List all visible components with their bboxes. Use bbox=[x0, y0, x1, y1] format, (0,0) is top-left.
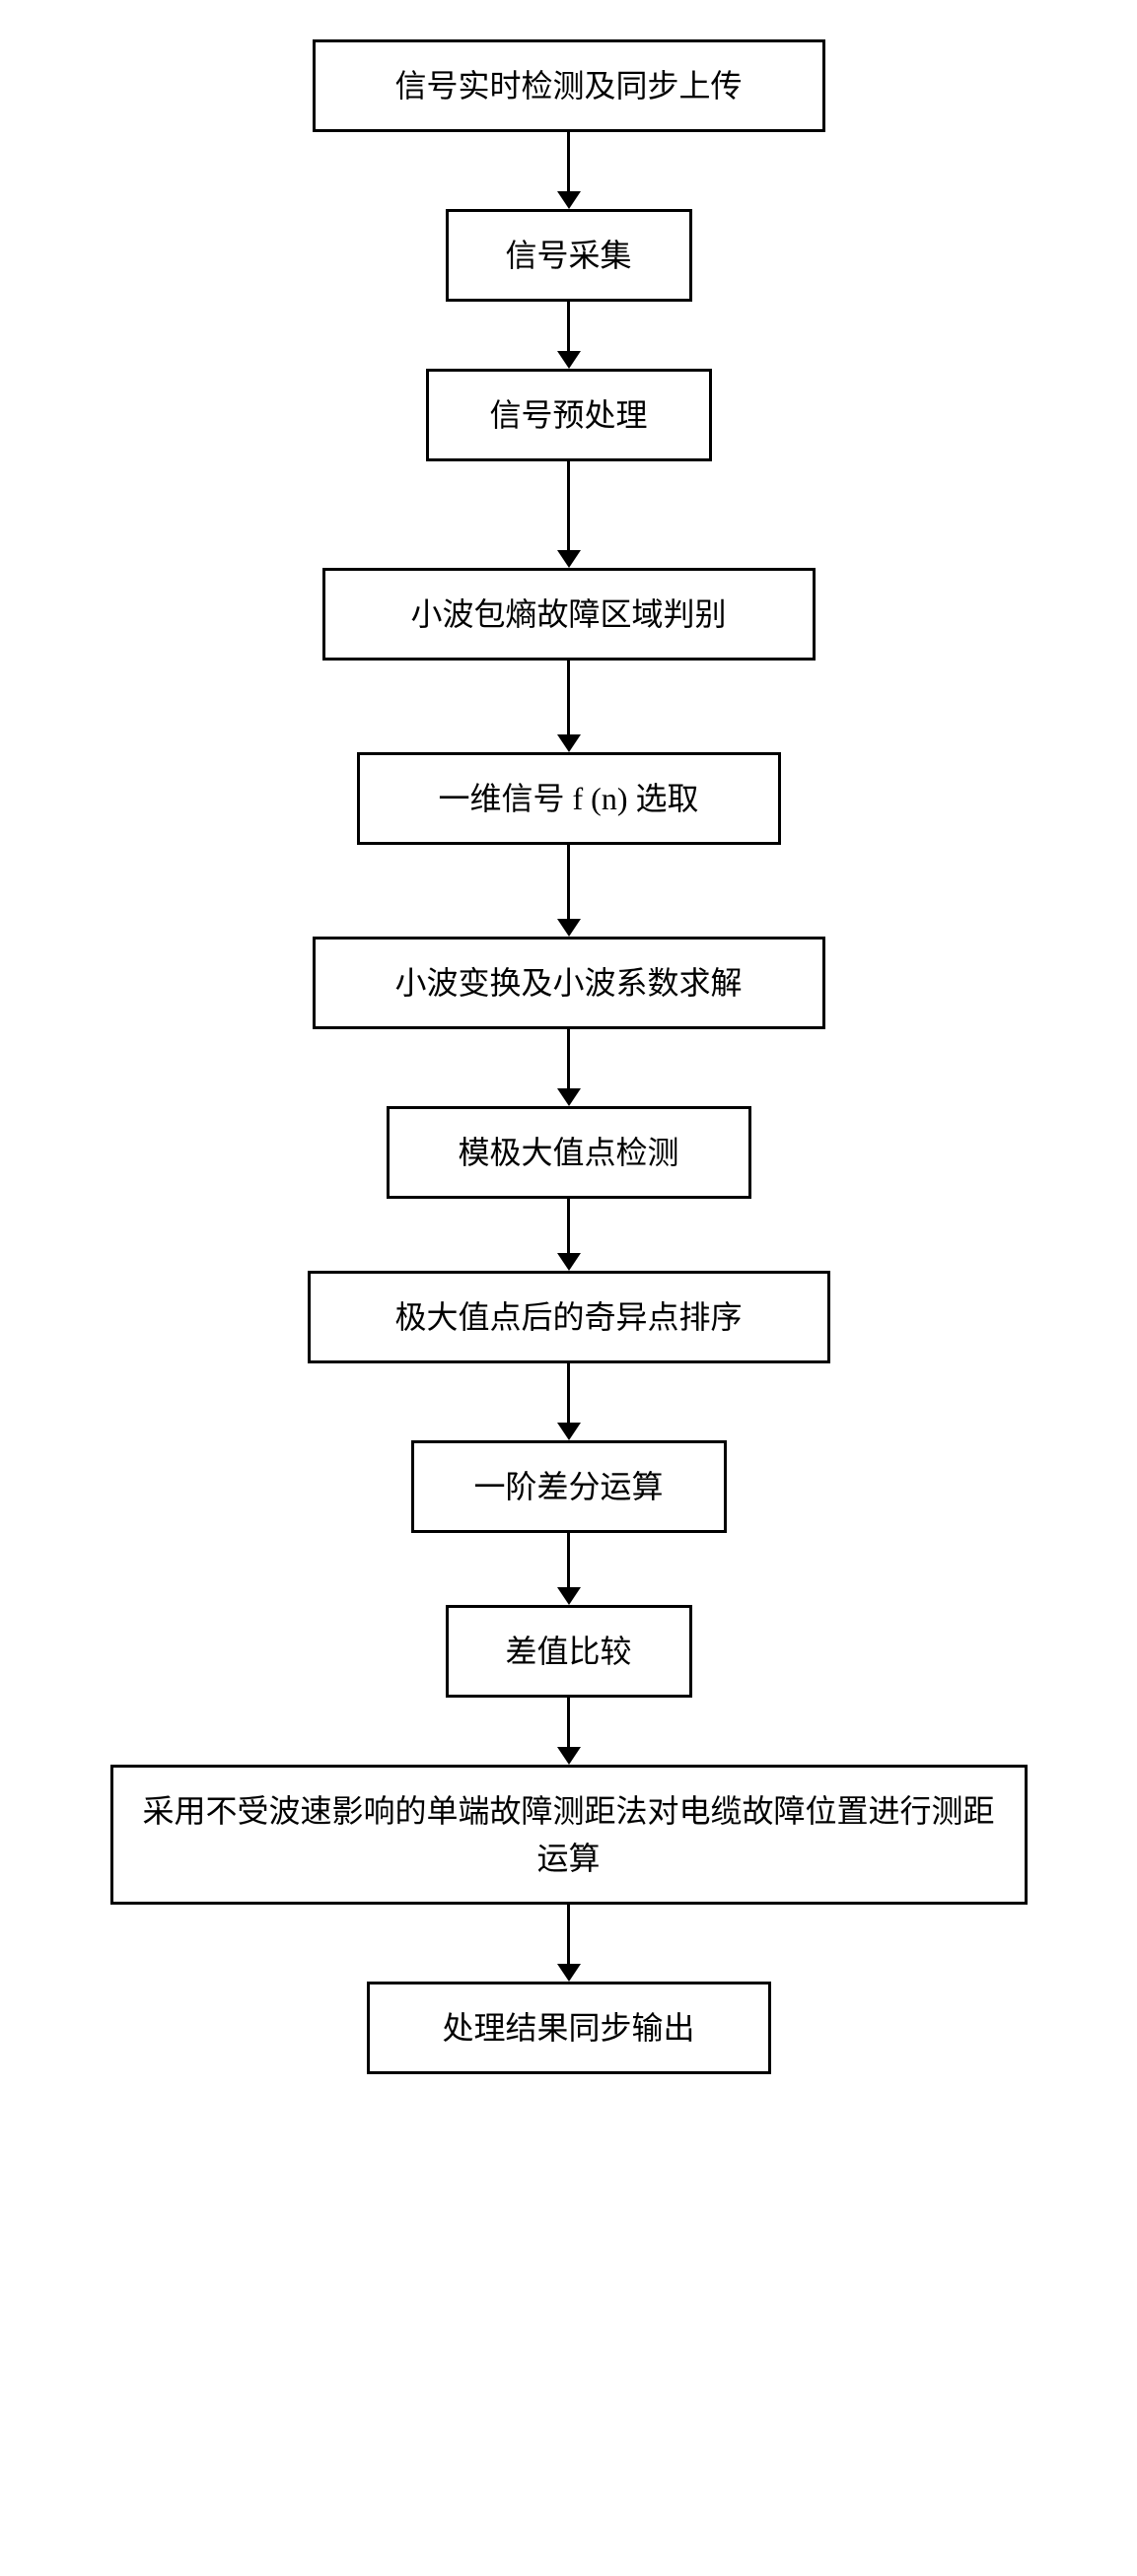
arrow-9 bbox=[557, 1533, 581, 1605]
arrow-line bbox=[567, 132, 570, 191]
arrow-line bbox=[567, 1698, 570, 1747]
arrow-4 bbox=[557, 661, 581, 752]
arrow-head-icon bbox=[557, 1747, 581, 1765]
flow-node-4: 小波包熵故障区域判别 bbox=[322, 568, 816, 661]
arrow-6 bbox=[557, 1029, 581, 1106]
arrow-line bbox=[567, 302, 570, 351]
arrow-10 bbox=[557, 1698, 581, 1765]
flow-node-3: 信号预处理 bbox=[426, 369, 712, 461]
arrow-head-icon bbox=[557, 191, 581, 209]
arrow-head-icon bbox=[557, 734, 581, 752]
arrow-line bbox=[567, 661, 570, 734]
arrow-7 bbox=[557, 1199, 581, 1271]
arrow-head-icon bbox=[557, 351, 581, 369]
arrow-line bbox=[567, 845, 570, 919]
flow-node-11: 采用不受波速影响的单端故障测距法对电缆故障位置进行测距运算 bbox=[110, 1765, 1028, 1905]
flow-node-12: 处理结果同步输出 bbox=[367, 1982, 771, 2074]
flowchart-container: 信号实时检测及同步上传 信号采集 信号预处理 小波包熵故障区域判别 一维信号 f… bbox=[76, 39, 1062, 2074]
arrow-8 bbox=[557, 1363, 581, 1440]
arrow-head-icon bbox=[557, 1088, 581, 1106]
arrow-line bbox=[567, 1363, 570, 1423]
arrow-3 bbox=[557, 461, 581, 568]
arrow-line bbox=[567, 1029, 570, 1088]
arrow-11 bbox=[557, 1905, 581, 1982]
arrow-head-icon bbox=[557, 1964, 581, 1982]
flow-node-7: 模极大值点检测 bbox=[387, 1106, 751, 1199]
arrow-head-icon bbox=[557, 919, 581, 937]
arrow-line bbox=[567, 1533, 570, 1587]
arrow-line bbox=[567, 461, 570, 550]
arrow-head-icon bbox=[557, 1253, 581, 1271]
arrow-head-icon bbox=[557, 1423, 581, 1440]
flow-node-9: 一阶差分运算 bbox=[411, 1440, 727, 1533]
flow-node-2: 信号采集 bbox=[446, 209, 692, 302]
arrow-head-icon bbox=[557, 1587, 581, 1605]
flow-node-5: 一维信号 f (n) 选取 bbox=[357, 752, 781, 845]
flow-node-6: 小波变换及小波系数求解 bbox=[313, 937, 825, 1029]
flow-node-1: 信号实时检测及同步上传 bbox=[313, 39, 825, 132]
flow-node-8: 极大值点后的奇异点排序 bbox=[308, 1271, 830, 1363]
arrow-line bbox=[567, 1905, 570, 1964]
arrow-head-icon bbox=[557, 550, 581, 568]
arrow-2 bbox=[557, 302, 581, 369]
arrow-line bbox=[567, 1199, 570, 1253]
arrow-1 bbox=[557, 132, 581, 209]
arrow-5 bbox=[557, 845, 581, 937]
flow-node-10: 差值比较 bbox=[446, 1605, 692, 1698]
